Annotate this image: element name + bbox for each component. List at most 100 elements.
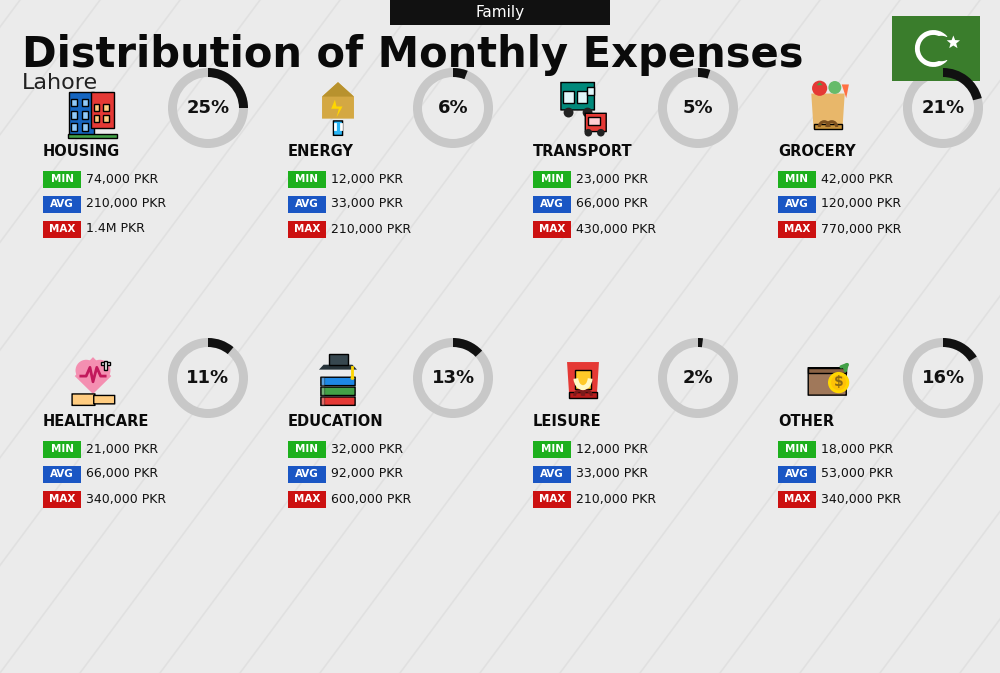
- Text: Family: Family: [475, 5, 525, 20]
- Wedge shape: [903, 338, 983, 418]
- Text: 1.4M PKR: 1.4M PKR: [86, 223, 145, 236]
- Text: MAX: MAX: [49, 224, 75, 234]
- FancyBboxPatch shape: [533, 441, 571, 458]
- FancyBboxPatch shape: [778, 441, 816, 458]
- Circle shape: [929, 36, 953, 61]
- Text: 92,000 PKR: 92,000 PKR: [331, 468, 403, 481]
- Text: 33,000 PKR: 33,000 PKR: [576, 468, 648, 481]
- Text: MIN: MIN: [296, 174, 318, 184]
- FancyBboxPatch shape: [328, 354, 348, 365]
- FancyBboxPatch shape: [288, 195, 326, 213]
- Polygon shape: [567, 362, 599, 398]
- FancyBboxPatch shape: [321, 397, 324, 405]
- Text: 11%: 11%: [186, 369, 230, 387]
- Text: OTHER: OTHER: [778, 413, 834, 429]
- Circle shape: [831, 375, 846, 390]
- Text: 770,000 PKR: 770,000 PKR: [821, 223, 901, 236]
- Wedge shape: [168, 68, 248, 148]
- Text: HEALTHCARE: HEALTHCARE: [43, 413, 149, 429]
- Circle shape: [585, 129, 592, 137]
- Text: MIN: MIN: [786, 174, 808, 184]
- Wedge shape: [208, 68, 248, 108]
- Text: 210,000 PKR: 210,000 PKR: [331, 223, 411, 236]
- Text: 53,000 PKR: 53,000 PKR: [821, 468, 893, 481]
- Text: AVG: AVG: [50, 469, 74, 479]
- Wedge shape: [658, 338, 738, 418]
- Text: MAX: MAX: [784, 224, 810, 234]
- Text: 74,000 PKR: 74,000 PKR: [86, 172, 158, 186]
- Text: ENERGY: ENERGY: [288, 143, 354, 159]
- Text: 340,000 PKR: 340,000 PKR: [86, 493, 166, 505]
- FancyBboxPatch shape: [43, 221, 81, 238]
- FancyBboxPatch shape: [575, 369, 591, 388]
- FancyBboxPatch shape: [585, 113, 606, 132]
- Text: MIN: MIN: [540, 444, 564, 454]
- FancyBboxPatch shape: [82, 99, 88, 106]
- Polygon shape: [947, 36, 960, 48]
- Text: MAX: MAX: [294, 494, 320, 504]
- FancyBboxPatch shape: [91, 92, 114, 128]
- Text: 2%: 2%: [683, 369, 713, 387]
- FancyBboxPatch shape: [288, 221, 326, 238]
- Text: 66,000 PKR: 66,000 PKR: [576, 197, 648, 211]
- FancyBboxPatch shape: [71, 123, 77, 131]
- FancyBboxPatch shape: [561, 83, 594, 110]
- Polygon shape: [842, 84, 849, 98]
- Circle shape: [812, 81, 827, 96]
- FancyBboxPatch shape: [43, 441, 81, 458]
- Wedge shape: [698, 68, 710, 79]
- Text: AVG: AVG: [785, 469, 809, 479]
- Text: TRANSPORT: TRANSPORT: [533, 143, 633, 159]
- FancyBboxPatch shape: [72, 394, 95, 405]
- Text: EDUCATION: EDUCATION: [288, 413, 384, 429]
- Text: 12,000 PKR: 12,000 PKR: [576, 443, 648, 456]
- FancyBboxPatch shape: [569, 392, 597, 398]
- Circle shape: [76, 360, 97, 381]
- FancyBboxPatch shape: [94, 396, 115, 404]
- FancyBboxPatch shape: [778, 466, 816, 483]
- FancyBboxPatch shape: [94, 104, 99, 111]
- FancyBboxPatch shape: [533, 195, 571, 213]
- Text: 210,000 PKR: 210,000 PKR: [86, 197, 166, 211]
- Wedge shape: [943, 338, 977, 361]
- Text: 16%: 16%: [921, 369, 965, 387]
- FancyBboxPatch shape: [892, 16, 980, 81]
- FancyBboxPatch shape: [43, 195, 81, 213]
- Wedge shape: [903, 68, 983, 148]
- FancyBboxPatch shape: [778, 170, 816, 188]
- Text: $: $: [834, 375, 844, 389]
- Text: 25%: 25%: [186, 99, 230, 117]
- FancyBboxPatch shape: [82, 111, 88, 118]
- FancyBboxPatch shape: [321, 378, 324, 386]
- Circle shape: [597, 129, 605, 137]
- Text: MIN: MIN: [540, 174, 564, 184]
- Text: 21%: 21%: [921, 99, 965, 117]
- FancyBboxPatch shape: [588, 117, 600, 125]
- FancyBboxPatch shape: [71, 111, 77, 118]
- FancyBboxPatch shape: [814, 124, 842, 129]
- FancyBboxPatch shape: [71, 99, 77, 106]
- Wedge shape: [943, 68, 982, 100]
- Polygon shape: [322, 82, 354, 118]
- FancyBboxPatch shape: [288, 441, 326, 458]
- Wedge shape: [208, 338, 233, 354]
- Text: 600,000 PKR: 600,000 PKR: [331, 493, 411, 505]
- Text: MIN: MIN: [786, 444, 808, 454]
- Wedge shape: [413, 338, 493, 418]
- Circle shape: [583, 108, 592, 118]
- Polygon shape: [817, 82, 823, 85]
- FancyBboxPatch shape: [778, 221, 816, 238]
- Text: 18,000 PKR: 18,000 PKR: [821, 443, 893, 456]
- Text: MIN: MIN: [50, 444, 74, 454]
- FancyBboxPatch shape: [778, 491, 816, 507]
- Text: MIN: MIN: [50, 174, 74, 184]
- Text: MIN: MIN: [296, 444, 318, 454]
- Text: 6%: 6%: [438, 99, 468, 117]
- Wedge shape: [698, 338, 703, 347]
- Text: 5%: 5%: [683, 99, 713, 117]
- Text: Lahore: Lahore: [22, 73, 98, 93]
- Circle shape: [89, 360, 110, 381]
- Text: 21,000 PKR: 21,000 PKR: [86, 443, 158, 456]
- FancyBboxPatch shape: [587, 87, 594, 95]
- Circle shape: [564, 108, 574, 118]
